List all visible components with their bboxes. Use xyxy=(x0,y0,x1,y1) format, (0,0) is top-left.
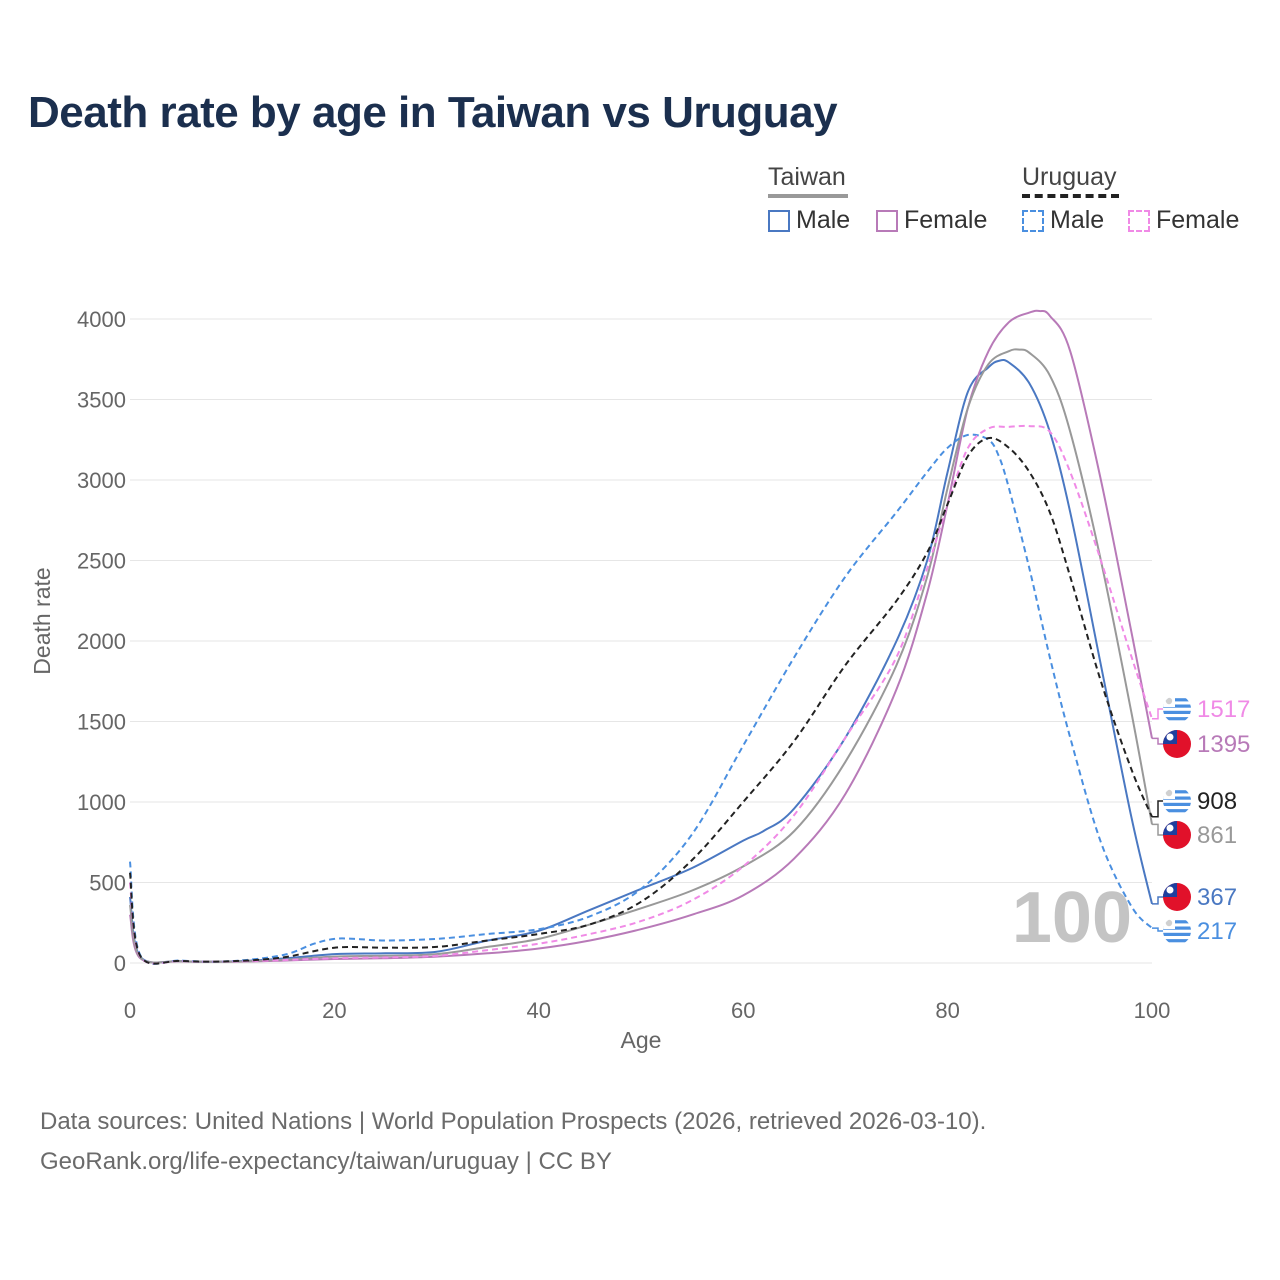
end-label-connector xyxy=(1152,800,1164,818)
legend-item-uruguay-male[interactable]: Male xyxy=(1022,206,1104,235)
y-tick-label: 500 xyxy=(89,871,126,896)
y-tick-label: 0 xyxy=(114,951,126,976)
legend-item-taiwan-male[interactable]: Male xyxy=(768,206,850,235)
legend-group-line xyxy=(1022,194,1119,198)
end-label-connector xyxy=(1152,737,1164,745)
x-tick-label: 20 xyxy=(322,998,346,1023)
year-watermark: 100 xyxy=(1012,878,1132,958)
legend-group-line xyxy=(768,194,848,198)
end-label-value: 861 xyxy=(1197,822,1237,849)
y-tick-label: 1500 xyxy=(77,710,126,735)
taiwan-flag-icon xyxy=(1163,730,1191,758)
end-labels: 1517 1395 908 861 367 217 xyxy=(1152,695,1250,945)
legend-swatch xyxy=(876,209,898,232)
series-line-uruguay-male[interactable] xyxy=(129,433,1153,965)
x-tick-label: 60 xyxy=(731,998,755,1023)
x-axis-label: Age xyxy=(621,1027,662,1053)
uruguay-flag-icon xyxy=(1163,787,1191,815)
end-label-connector xyxy=(1152,708,1164,720)
legend-group-taiwan[interactable]: Taiwan xyxy=(768,163,848,198)
line-chart: 0 500 1000 1500 2000 2500 3000 3500 4000 0 20 40 60… xyxy=(29,307,1250,1053)
y-tick-label: 1000 xyxy=(77,790,126,815)
legend-label: Male xyxy=(796,206,851,234)
legend-label: Male xyxy=(1050,206,1105,234)
legend-swatch xyxy=(1022,209,1044,232)
x-tick-label: 40 xyxy=(527,998,551,1023)
series-line-taiwan-total[interactable] xyxy=(129,348,1153,964)
end-label-value: 1395 xyxy=(1197,731,1250,758)
footer-sources: Data sources: United Nations | World Pop… xyxy=(40,1108,987,1135)
legend-group-label: Taiwan xyxy=(768,163,846,191)
series-line-uruguay-total[interactable] xyxy=(129,436,1153,965)
y-axis-ticks: 0 500 1000 1500 2000 2500 3000 3500 4000 xyxy=(77,307,126,976)
legend-group-uruguay[interactable]: Uruguay xyxy=(1022,163,1119,198)
x-tick-label: 80 xyxy=(935,998,959,1023)
chart-title: Death rate by age in Taiwan vs Uruguay xyxy=(28,88,838,137)
end-label-value: 217 xyxy=(1197,918,1237,945)
end-label-connector xyxy=(1152,823,1164,836)
end-label-connector xyxy=(1152,896,1164,905)
uruguay-flag-icon xyxy=(1163,917,1191,945)
y-tick-label: 3500 xyxy=(77,388,126,413)
end-label-connector xyxy=(1152,927,1164,932)
legend-group-label: Uruguay xyxy=(1022,163,1117,191)
series-lines xyxy=(129,309,1153,965)
legend-swatch xyxy=(1128,209,1150,232)
y-tick-label: 3000 xyxy=(77,468,126,493)
y-tick-label: 2000 xyxy=(77,629,126,654)
legend-label: Female xyxy=(904,206,988,234)
series-line-taiwan-male[interactable] xyxy=(129,358,1153,964)
legend-label: Female xyxy=(1156,206,1240,234)
y-tick-label: 4000 xyxy=(77,307,126,332)
taiwan-flag-icon xyxy=(1163,883,1191,911)
taiwan-flag-icon xyxy=(1163,821,1191,849)
y-axis-label: Death rate xyxy=(29,567,55,674)
end-label-value: 908 xyxy=(1197,788,1237,815)
end-label-value: 367 xyxy=(1197,884,1237,911)
x-tick-label: 0 xyxy=(124,998,136,1023)
legend-item-uruguay-female[interactable]: Female xyxy=(1128,206,1239,235)
footer-link[interactable]: GeoRank.org/life-expectancy/taiwan/urugu… xyxy=(40,1148,612,1175)
y-tick-label: 2500 xyxy=(77,549,126,574)
uruguay-flag-icon xyxy=(1163,695,1191,723)
x-axis-ticks: 0 20 40 60 80 100 xyxy=(124,998,1170,1023)
gridlines xyxy=(130,318,1152,964)
end-label-value: 1517 xyxy=(1197,696,1250,723)
legend-item-taiwan-female[interactable]: Female xyxy=(876,206,987,235)
legend-swatch xyxy=(768,209,790,232)
x-tick-label: 100 xyxy=(1134,998,1171,1023)
series-line-taiwan-female[interactable] xyxy=(129,309,1153,964)
series-line-uruguay-female[interactable] xyxy=(129,424,1153,965)
